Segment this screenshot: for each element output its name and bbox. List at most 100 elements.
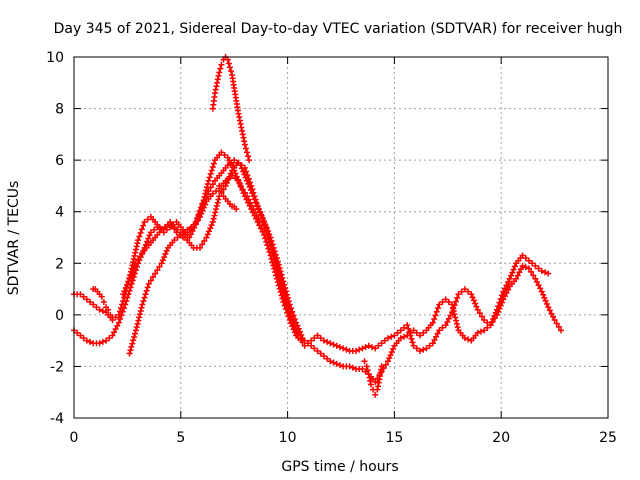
data-point-interp [80,335,87,342]
data-point [372,345,379,352]
data-point-interp [99,307,106,314]
data-point-interp [208,222,215,229]
data-point [455,291,462,298]
data-point-interp [413,345,420,352]
data-point-interp [161,224,168,231]
data-point-interp [284,309,291,316]
data-point-interp [128,343,135,350]
data-point-interp [503,289,510,296]
data-point-interp [263,238,270,245]
data-point [218,188,225,195]
data-point-interp [133,324,140,331]
data-point-interp [130,266,137,273]
data-point [141,219,148,226]
data-point-interp [511,263,518,270]
data-point-interp [239,187,246,194]
data-point [365,342,372,349]
data-point [248,206,255,213]
data-point [224,162,231,169]
data-point-interp [510,266,517,273]
y-tick-label: 0 [55,308,64,324]
data-point-interp [135,256,142,263]
data-point-interp [245,199,252,206]
data-point-interp [499,292,506,299]
data-point-interp [294,322,301,329]
data-point [436,301,443,308]
data-point [254,219,261,226]
data-point-interp [199,241,206,248]
y-tick-label: 2 [55,256,64,272]
data-point-interp [484,324,491,331]
data-point-interp [266,231,273,238]
data-point-interp [247,179,254,186]
data-point [320,337,327,344]
data-point [244,149,251,156]
data-point-interp [123,281,130,288]
data-point [532,275,539,282]
data-point-interp [174,234,181,241]
data-point-interp [140,298,147,305]
data-point [209,190,216,197]
data-point-interp [349,364,356,371]
data-point [545,270,552,277]
data-point-interp [420,329,427,336]
data-point-interp [245,175,252,182]
data-point-interp [271,265,278,272]
data-point [128,280,135,287]
data-point-interp [225,176,232,183]
y-tick-label: -2 [50,359,64,375]
data-point-interp [210,160,217,167]
series-track-g [361,358,385,398]
series-track-c [126,172,300,357]
data-point [209,219,216,226]
data-point [513,275,520,282]
data-point [154,224,161,231]
data-point-interp [282,284,289,291]
data-point [280,298,287,305]
data-point-interp [388,333,395,340]
data-point [352,347,359,354]
data-point-interp [433,308,440,315]
data-point-interp [453,320,460,327]
data-point-interp [144,216,151,223]
data-point-interp [272,251,279,258]
y-tick-label: -4 [50,411,64,427]
data-point [327,358,334,365]
data-point-interp [137,229,144,236]
data-point [90,301,97,308]
data-point [506,275,513,282]
data-point [158,226,165,233]
data-point-interp [207,184,214,191]
data-point-interp [276,285,283,292]
data-point [500,296,507,303]
data-point-interp [540,291,547,298]
data-point-interp [258,212,265,219]
data-point-interp [243,168,250,175]
data-point-interp [362,344,369,351]
data-point [267,234,274,241]
data-point-interp [114,322,121,329]
data-point-interp [161,254,168,261]
series-track-f [90,286,116,321]
data-point-interp [124,294,131,301]
data-point-interp [257,209,264,216]
data-point [301,342,308,349]
data-point [359,345,366,352]
data-point [410,342,417,349]
data-point-interp [244,172,251,179]
data-point [404,332,411,339]
data-point-interp [288,305,295,312]
data-point-interp [112,326,119,333]
data-point-interp [262,235,269,242]
data-point-interp [137,307,144,314]
data-point-interp [143,287,150,294]
data-point-interp [162,251,169,258]
data-point-interp [80,293,87,300]
data-point [372,391,379,398]
x-tick-label: 15 [385,430,403,446]
data-point [410,327,417,334]
data-point-interp [413,329,420,336]
data-point [132,327,139,334]
data-point-interp [509,269,516,276]
data-point-interp [505,286,512,293]
